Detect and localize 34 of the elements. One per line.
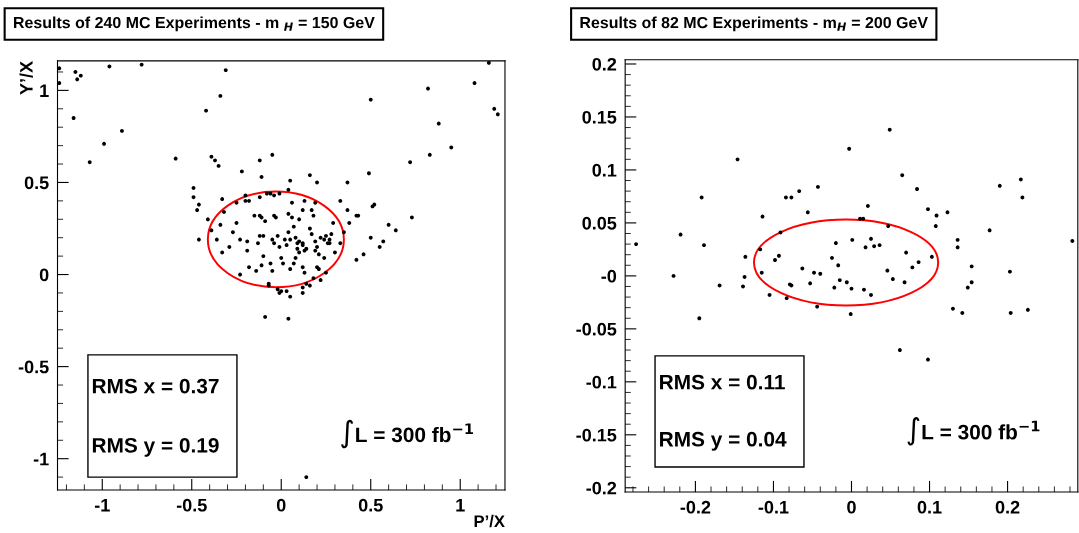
y-axis-title: Y’/X [19, 61, 33, 95]
chart-title: Results of 82 MC Experiments - m$_{H}$ = 200 GeV [580, 16, 928, 32]
y-tick-label: 0.5 [24, 176, 49, 190]
x-tick-label: 0 [276, 498, 286, 512]
y-tick-label: -0.05 [576, 322, 617, 336]
y-tick-label: 1 [40, 84, 49, 97]
y-tick-label: 0.1 [592, 163, 617, 177]
x-tick-label: 0.1 [917, 500, 942, 514]
annotation: RMS x = 0.37 [92, 378, 219, 394]
annotation: RMS y = 0.04 [660, 431, 787, 451]
x-tick-label: 0.2 [995, 500, 1020, 514]
x-axis-title: P’/X [474, 514, 505, 528]
annotation: RMS y = 0.19 [92, 437, 219, 457]
x-tick-label: -0.5 [176, 498, 207, 512]
y-tick-label: -0.15 [576, 428, 617, 442]
y-tick-label: 0.05 [582, 216, 617, 230]
x-tick-label: -0.1 [758, 500, 789, 514]
y-tick-label: -0.1 [586, 375, 617, 389]
y-tick-label: -1 [33, 452, 49, 466]
x-tick-label: 1 [456, 498, 465, 512]
annotation: RMS x = 0.11 [660, 374, 785, 390]
x-tick-label: -0.2 [680, 500, 711, 514]
y-tick-label: -0 [601, 269, 617, 283]
y-tick-label: -0.2 [586, 481, 617, 495]
y-tick-label: 0 [39, 268, 49, 282]
chart-title: Results of 240 MC Experiments - m $_{H}$ = 150 GeV [14, 16, 375, 32]
x-tick-label: 0 [847, 500, 856, 514]
y-tick-label: 0.15 [582, 110, 617, 124]
annotation: ∫L = 300 fb$^{−1}$ [341, 419, 473, 449]
x-tick-label: -1 [94, 498, 110, 512]
y-tick-label: 0.2 [592, 57, 617, 71]
y-tick-label: -0.5 [18, 360, 49, 374]
x-tick-label: 0.5 [358, 498, 383, 512]
annotation: ∫L = 300 fb$^{−1}$ [907, 417, 1040, 446]
